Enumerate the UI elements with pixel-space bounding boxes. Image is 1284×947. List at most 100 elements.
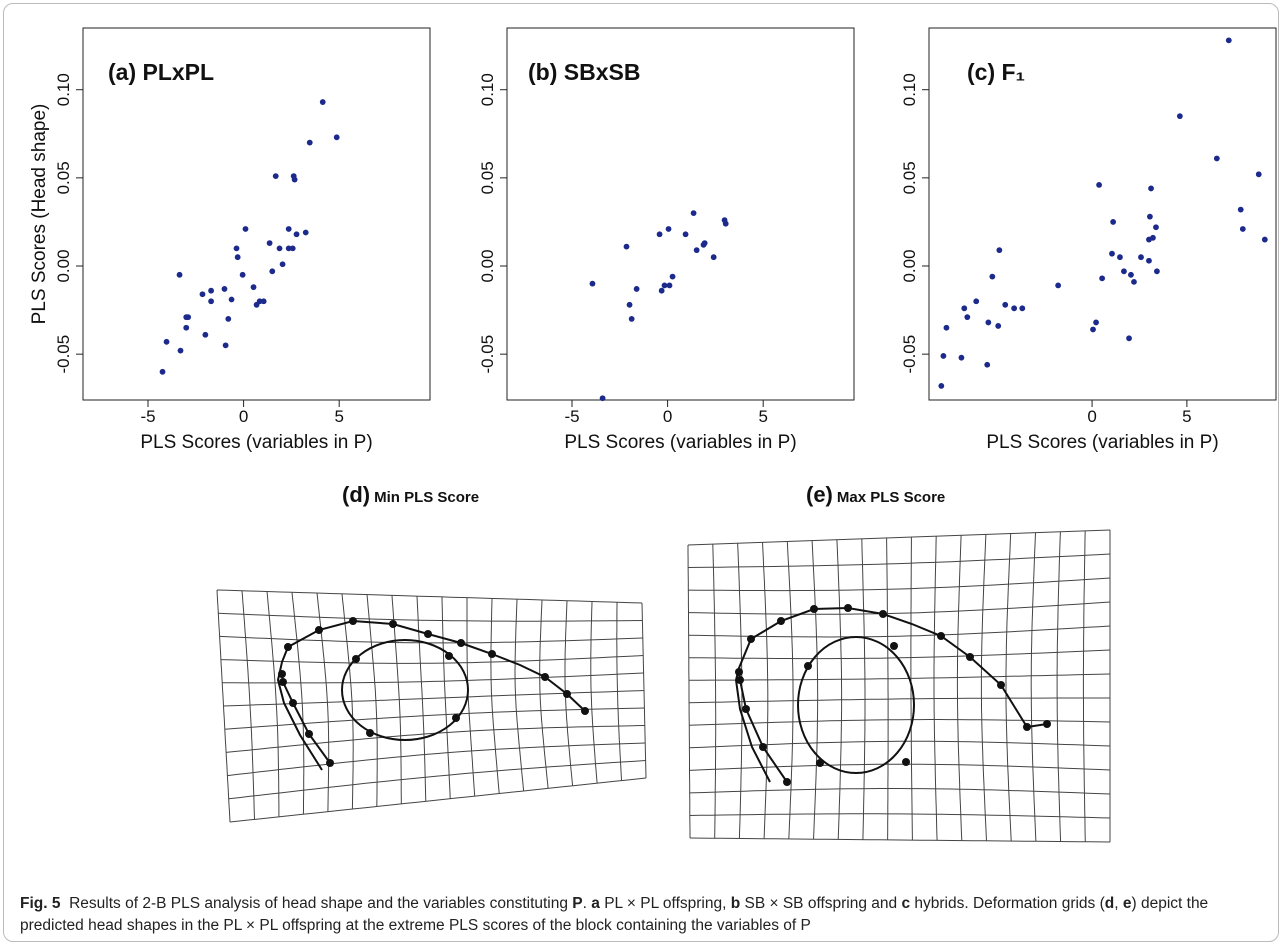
data-point [289, 245, 296, 252]
data-point [234, 254, 241, 261]
data-point [208, 298, 214, 305]
grid-line [441, 596, 451, 799]
data-point [658, 287, 665, 294]
data-point [302, 229, 309, 236]
data-point [163, 338, 170, 345]
grid-line [291, 592, 305, 815]
caption-text: PL × PL offspring, [599, 895, 731, 912]
grid-line [786, 541, 794, 839]
caption-text: c [901, 895, 911, 912]
landmark [457, 639, 465, 647]
y-tick-label: 0.10 [478, 73, 497, 106]
data-point [682, 231, 689, 238]
caption-text: , [1114, 895, 1123, 912]
landmark [742, 705, 750, 713]
caption-text: Results of 2-B PLS analysis of head shap… [60, 895, 573, 912]
landmark [349, 617, 357, 625]
outline [281, 673, 331, 764]
y-tick-label: 0.10 [54, 73, 73, 106]
data-point [1090, 326, 1096, 333]
landmark [804, 662, 812, 670]
y-tick-label: 0.00 [900, 249, 919, 282]
grid-line [689, 788, 1111, 795]
data-point [333, 134, 340, 141]
x-tick-label: 0 [239, 407, 248, 426]
landmark [563, 690, 571, 698]
grid-line [341, 593, 354, 810]
grid-label: (d) [342, 482, 370, 507]
plot-frame [928, 27, 1277, 401]
data-point [628, 316, 635, 322]
landmark [278, 670, 286, 678]
grid-line [688, 649, 1111, 660]
x-tick-label: 5 [1182, 407, 1191, 426]
landmark [445, 652, 453, 660]
caption-text: e [1122, 895, 1132, 912]
data-point [208, 287, 214, 294]
caption-text: a [591, 895, 600, 912]
data-point [1225, 37, 1232, 44]
grid-line [688, 601, 1111, 615]
data-point [656, 231, 663, 238]
grid-label: (e) [806, 482, 833, 507]
grid-line [220, 655, 644, 664]
y-tick-label: 0.05 [900, 161, 919, 194]
landmark [279, 678, 287, 686]
landmark [937, 632, 945, 640]
grid-line [616, 602, 622, 781]
data-point [943, 324, 950, 331]
data-point [599, 395, 606, 402]
grid-line [226, 725, 645, 753]
landmark [366, 729, 374, 737]
data-point [1110, 219, 1117, 225]
grid-line [218, 612, 643, 622]
data-point [159, 368, 166, 375]
data-point [319, 99, 326, 105]
data-point [985, 319, 992, 326]
grid-line [689, 697, 1110, 704]
grid-line [219, 635, 643, 644]
data-point [633, 286, 640, 292]
data-point [1146, 257, 1152, 264]
landmark [844, 604, 852, 612]
panel-title: (b) SBxSB [528, 59, 640, 85]
grid-line [223, 690, 645, 707]
grid-line [1056, 531, 1062, 842]
y-tick-label: 0.10 [900, 73, 919, 106]
data-point [239, 271, 246, 278]
caption-text: d [1104, 895, 1115, 912]
landmark [488, 650, 496, 658]
data-point [293, 231, 300, 238]
caption: Fig. 5 Results of 2-B PLS analysis of he… [20, 893, 1270, 937]
data-point [1055, 282, 1062, 289]
data-point [1237, 206, 1244, 213]
grid-line [222, 672, 644, 684]
data-point [266, 240, 273, 246]
data-point [1150, 234, 1156, 241]
grid-line [688, 577, 1111, 592]
data-point [973, 298, 980, 305]
landmark [326, 759, 334, 767]
grid-line [266, 591, 280, 817]
data-point [256, 298, 263, 305]
data-point [666, 282, 673, 289]
landmark [1023, 723, 1031, 731]
data-point [961, 305, 968, 312]
caption-text: hybrids. Deformation grids ( [910, 895, 1105, 912]
data-point [690, 210, 697, 217]
landmark [735, 668, 743, 676]
landmark [452, 714, 460, 722]
data-point [989, 273, 996, 280]
panel-title: (c) F₁ [967, 59, 1025, 85]
landmark [1043, 720, 1051, 728]
y-tick-label: 0.00 [478, 249, 497, 282]
grid-subtitle: Max PLS Score [837, 489, 945, 506]
grid-line [366, 594, 378, 807]
data-point [964, 314, 971, 321]
data-point [710, 254, 717, 261]
grid-line [1005, 533, 1012, 842]
caption-text: SB × SB offspring and [740, 895, 902, 912]
grid-line [590, 601, 598, 784]
data-point [269, 268, 276, 275]
